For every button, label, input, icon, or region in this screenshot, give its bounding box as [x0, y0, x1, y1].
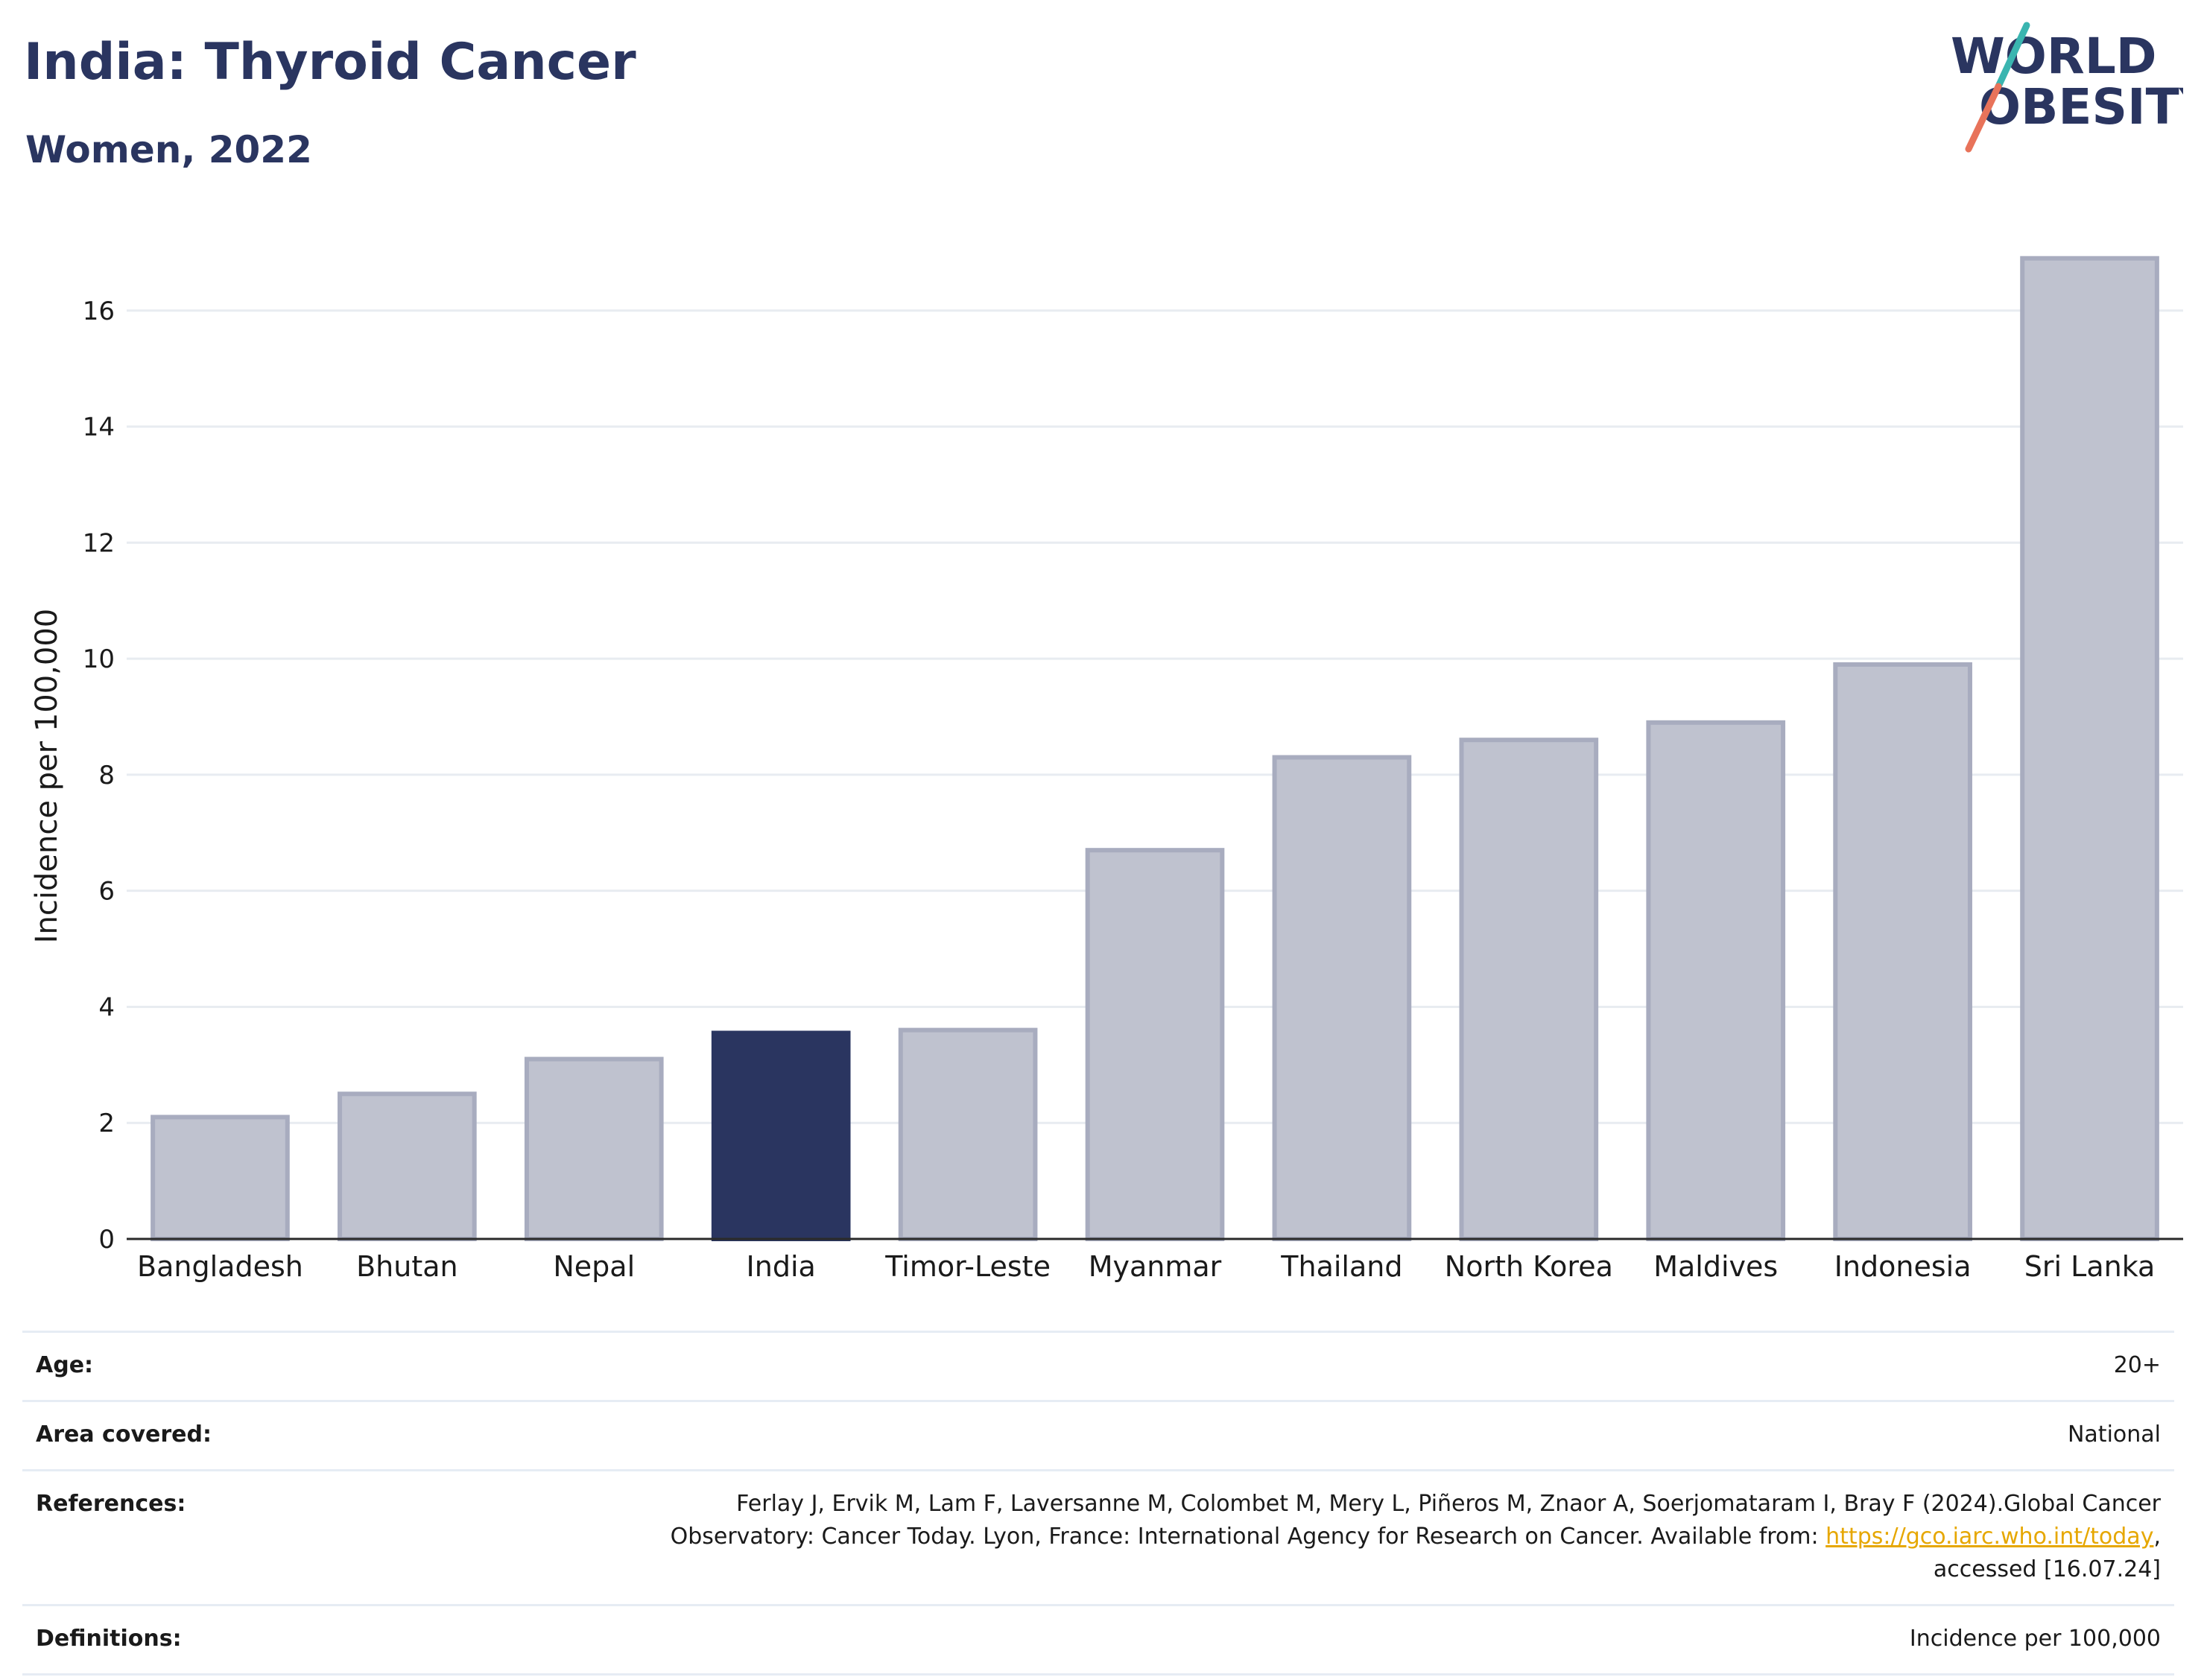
y-tick-label: 16 — [83, 297, 115, 326]
logo-line-2: OBESITY — [1979, 78, 2183, 136]
x-tick-label: North Korea — [1445, 1250, 1613, 1283]
bar-myanmar[interactable] — [1085, 848, 1225, 1241]
info-table: Age: 20+ Area covered: National Referenc… — [22, 1331, 2174, 1676]
x-tick-label: Thailand — [1280, 1250, 1402, 1283]
chart-title: India: Thyroid Cancer — [24, 33, 636, 92]
y-tick-label: 8 — [98, 761, 115, 790]
bar-maldives[interactable] — [1646, 720, 1786, 1241]
y-axis-label: Incidence per 100,000 — [30, 609, 64, 944]
info-row-references: References: Ferlay J, Ervik M, Lam F, La… — [22, 1469, 2174, 1604]
references-line-2: Observatory: Cancer Today. Lyon, France:… — [671, 1521, 2161, 1553]
references-link[interactable]: https://gco.iarc.who.int/today — [1825, 1524, 2154, 1550]
bar-timor-leste[interactable] — [898, 1027, 1038, 1242]
logo-line-1: WORLD — [1951, 28, 2157, 85]
x-tick-label: Myanmar — [1089, 1250, 1222, 1283]
bar-nepal[interactable] — [524, 1056, 664, 1242]
y-tick-label: 4 — [98, 992, 115, 1022]
references-line-2-end: , — [2153, 1524, 2161, 1550]
logo-slash-top — [1995, 22, 2030, 90]
bars — [151, 256, 2159, 1242]
references-label: References: — [36, 1491, 186, 1517]
bar-sri-lanka[interactable] — [2020, 256, 2159, 1241]
bar-indonesia[interactable] — [1833, 662, 1972, 1241]
y-tick-label: 10 — [83, 644, 115, 674]
world-obesity-logo: WORLD OBESITY — [1951, 22, 2183, 153]
info-row-area: Area covered: National — [22, 1400, 2174, 1469]
x-tick-labels: Bangladesh Bhutan Nepal India Timor-Leste Mya… — [137, 1250, 2155, 1283]
x-tick-label: Indonesia — [1834, 1250, 1972, 1283]
y-tick-label: 14 — [83, 413, 115, 443]
chart-subtitle: Women, 2022 — [25, 128, 312, 171]
x-tick-label: India — [747, 1250, 816, 1283]
references-value: Ferlay J, Ervik M, Lam F, Laversanne M, … — [671, 1488, 2161, 1586]
x-tick-label: Nepal — [553, 1250, 635, 1283]
bar-bhutan[interactable] — [338, 1091, 477, 1242]
x-tick-label: Bangladesh — [137, 1250, 303, 1283]
area-label: Area covered: — [36, 1421, 212, 1448]
x-tick-label: Bhutan — [356, 1250, 458, 1283]
bar-chart: 0 2 4 6 8 10 12 14 16 Bangladesh Bhutan Nepal India… — [30, 256, 2183, 1283]
references-line-3: accessed [16.07.24] — [1933, 1556, 2161, 1582]
x-tick-label: Timor-Leste — [884, 1250, 1051, 1283]
y-tick-label: 0 — [98, 1225, 115, 1255]
bar-bangladesh[interactable] — [151, 1115, 290, 1241]
references-line-2-text: Observatory: Cancer Today. Lyon, France:… — [670, 1524, 1826, 1550]
x-tick-label: Maldives — [1653, 1250, 1778, 1283]
y-tick-label: 2 — [98, 1109, 115, 1138]
info-row-definitions: Definitions: Incidence per 100,000 — [22, 1604, 2174, 1676]
y-tick-label: 6 — [98, 877, 115, 907]
references-line-1: Ferlay J, Ervik M, Lam F, Laversanne M, … — [736, 1491, 2161, 1517]
bar-thailand[interactable] — [1272, 755, 1412, 1241]
definitions-value: Incidence per 100,000 — [1909, 1626, 2161, 1652]
x-tick-label: Sri Lanka — [2024, 1250, 2156, 1283]
y-tick-labels: 0 2 4 6 8 10 12 14 16 — [83, 297, 115, 1255]
age-label: Age: — [36, 1352, 94, 1378]
age-value: 20+ — [2113, 1352, 2161, 1378]
bar-india[interactable] — [711, 1030, 851, 1242]
definitions-label: Definitions: — [36, 1626, 182, 1652]
area-value: National — [2067, 1421, 2161, 1448]
bar-north-korea[interactable] — [1459, 738, 1599, 1241]
info-row-age: Age: 20+ — [22, 1331, 2174, 1400]
logo-slash-bottom — [1965, 83, 2002, 153]
y-tick-label: 12 — [83, 528, 115, 558]
